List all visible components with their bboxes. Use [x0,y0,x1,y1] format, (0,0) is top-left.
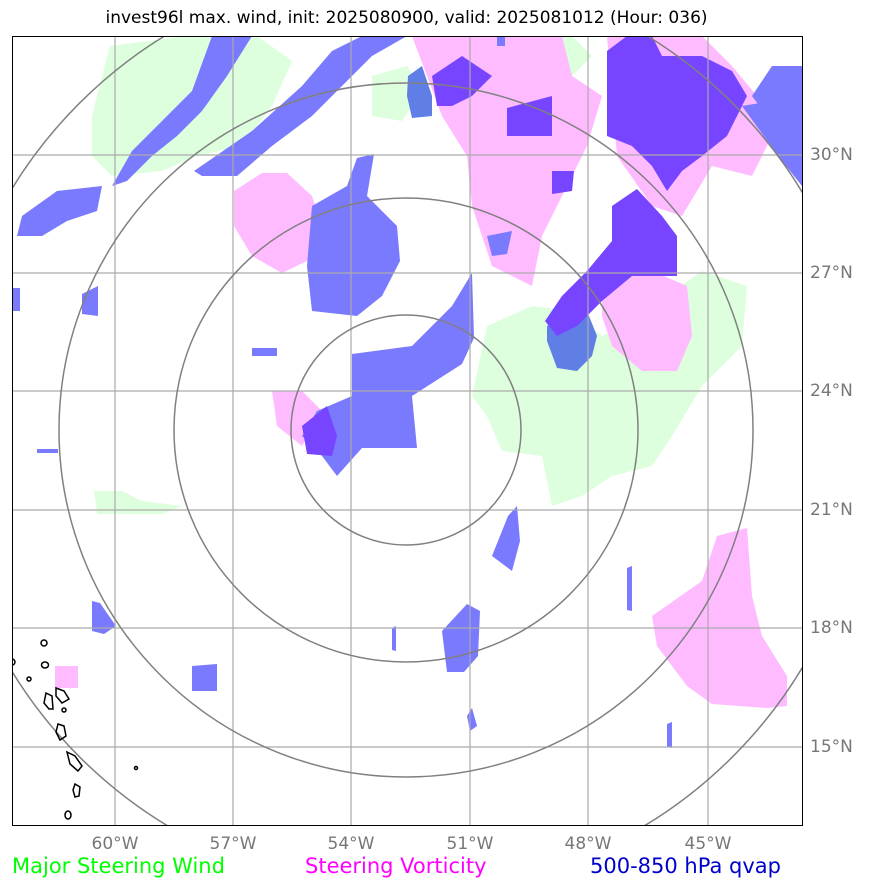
lat-label-27n: 27°N [810,263,853,283]
qvap-region [467,708,477,731]
island-outline [12,658,16,666]
qvap-layer [12,36,802,748]
lat-label-24n: 24°N [810,381,853,401]
qvap-region [192,664,217,691]
qvap-region [194,36,407,176]
lon-label-60w: 60°W [91,834,139,854]
island-outline [40,661,50,669]
qvap-strong-region [507,96,552,136]
vorticity-region [55,666,78,688]
island-outline [64,810,72,820]
range-ring-2 [173,197,639,663]
qvap-region [487,231,512,256]
overlap-region [407,66,432,118]
island-outline [65,750,83,773]
map-canvas [12,36,803,826]
qvap-region [392,626,396,651]
qvap-region [37,449,58,453]
qvap-region [307,154,400,316]
island-outline [55,686,71,704]
qvap-strong-region [545,189,677,336]
qvap-region [492,506,520,571]
island-outline [61,707,67,713]
island-outline [55,723,67,742]
steering-wind-region [94,491,182,514]
qvap-region [627,566,632,611]
lat-label-18n: 18°N [810,618,853,638]
qvap-region [667,722,672,748]
lon-label-57w: 57°W [209,834,257,854]
lon-label-45w: 45°W [684,834,732,854]
qvap-strong-region [552,171,574,194]
coastline [12,639,139,820]
qvap-region [82,286,98,316]
qvap-strong-region [302,406,337,456]
lat-label-21n: 21°N [810,500,853,520]
qvap-strong-region [607,36,747,191]
qvap-region [497,36,505,46]
lon-label-51w: 51°W [446,834,494,854]
vorticity-region [234,173,322,273]
legend-qvap: 500-850 hPa qvap [590,854,781,878]
map-title: invest96l max. wind, init: 2025080900, v… [105,8,708,28]
range-ring-3 [58,82,754,778]
vorticity-region [602,271,692,371]
legend-steering-vorticity: Steering Vorticity [305,854,487,878]
lat-label-30n: 30°N [810,145,853,165]
qvap-region [252,348,277,356]
island-outline [43,691,54,710]
graticule [12,36,803,826]
lat-label-15n: 15°N [810,737,853,757]
qvap-region [12,288,20,311]
qvap-strong-layer [302,36,747,456]
island-outline [72,782,81,798]
qvap-region [92,601,116,634]
lon-label-48w: 48°W [564,834,612,854]
qvap-region [742,101,802,186]
qvap-region [17,186,102,236]
legend-steering-wind: Major Steering Wind [12,854,225,878]
island-outline [26,676,32,682]
range-ring-1 [290,314,522,546]
range-rings [12,36,803,826]
vorticity-region [652,528,787,708]
qvap-strong-region [432,56,492,106]
qvap-region [302,273,474,476]
lon-label-54w: 54°W [327,834,375,854]
qvap-region [442,604,480,672]
island-outline [40,639,48,647]
qvap-region [112,36,252,186]
map-panel[interactable] [12,36,803,826]
island-outline [133,765,139,771]
